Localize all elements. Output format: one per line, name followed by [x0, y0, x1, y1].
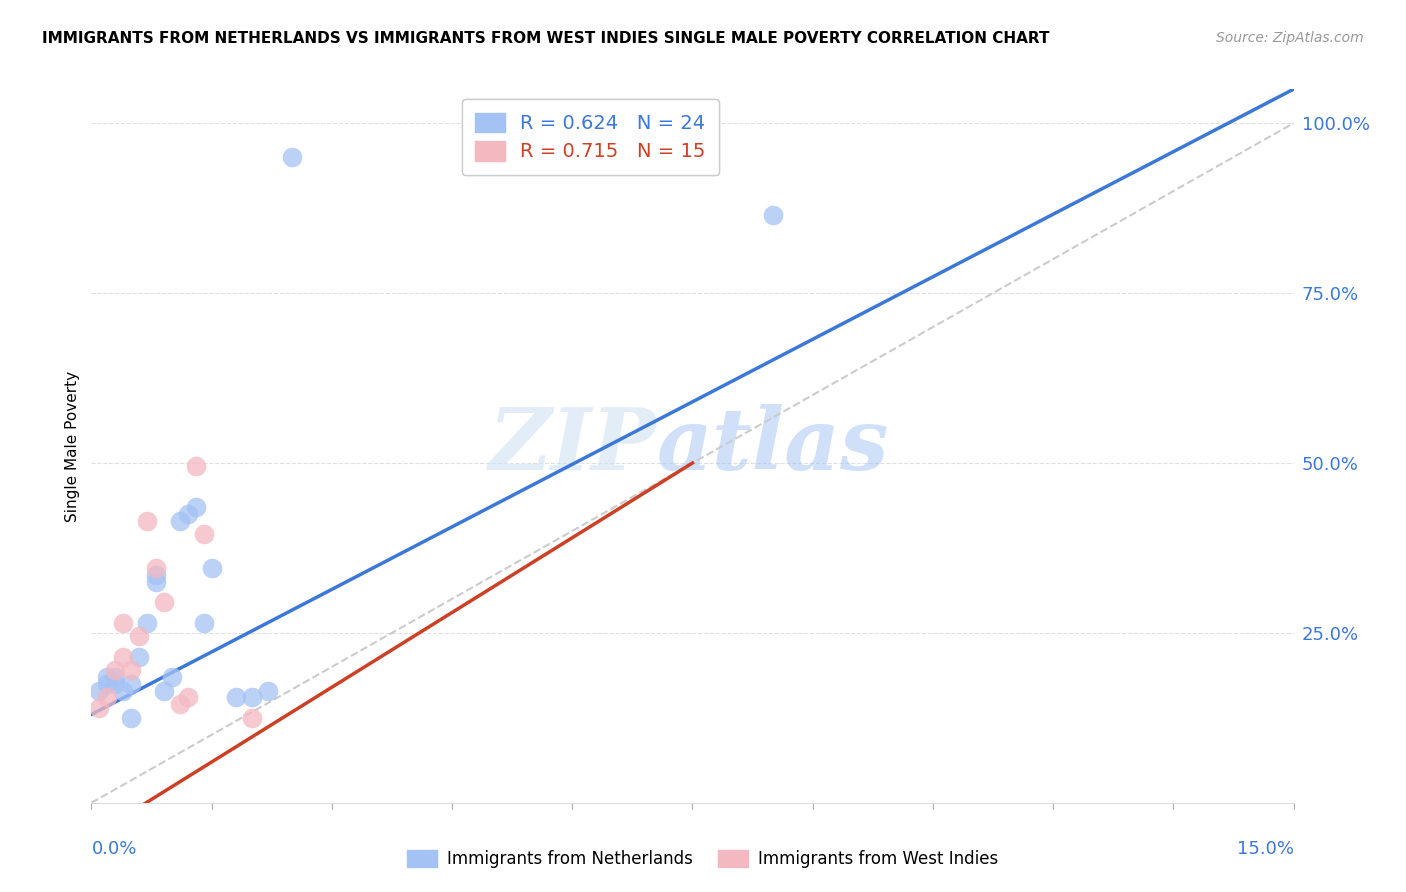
Point [184, 500, 207, 515]
Text: IMMIGRANTS FROM NETHERLANDS VS IMMIGRANTS FROM WEST INDIES SINGLE MALE POVERTY C: IMMIGRANTS FROM NETHERLANDS VS IMMIGRANT… [42, 31, 1050, 46]
Point [96, 670, 118, 684]
Point [89, 700, 111, 714]
Point [96, 677, 118, 691]
Point [240, 690, 263, 705]
Point [176, 507, 198, 521]
Point [201, 561, 224, 575]
Point [169, 514, 191, 528]
Point [152, 683, 174, 698]
Text: 15.0%: 15.0% [1236, 840, 1294, 858]
Y-axis label: Single Male Poverty: Single Male Poverty [65, 370, 80, 522]
Legend: R = 0.624   N = 24, R = 0.715   N = 15: R = 0.624 N = 24, R = 0.715 N = 15 [461, 99, 718, 175]
Point [152, 595, 174, 609]
Point [112, 649, 135, 664]
Point [762, 208, 785, 222]
Point [112, 615, 135, 630]
Point [121, 677, 143, 691]
Point [160, 670, 183, 684]
Point [225, 690, 247, 705]
Point [145, 568, 167, 582]
Point [184, 459, 207, 474]
Point [256, 683, 278, 698]
Point [169, 698, 191, 712]
Text: 0.0%: 0.0% [91, 840, 136, 858]
Point [121, 711, 143, 725]
Point [145, 561, 167, 575]
Point [128, 629, 150, 643]
Text: atlas: atlas [657, 404, 889, 488]
Point [193, 527, 215, 541]
Point [176, 690, 198, 705]
Legend: Immigrants from Netherlands, Immigrants from West Indies: Immigrants from Netherlands, Immigrants … [401, 843, 1005, 875]
Point [240, 711, 263, 725]
Point [193, 615, 215, 630]
Point [104, 670, 127, 684]
Point [145, 574, 167, 589]
Point [96, 690, 118, 705]
Point [136, 615, 159, 630]
Point [281, 150, 304, 164]
Point [121, 663, 143, 677]
Text: ZIP: ZIP [488, 404, 657, 488]
Text: Source: ZipAtlas.com: Source: ZipAtlas.com [1216, 31, 1364, 45]
Point [104, 677, 127, 691]
Point [104, 663, 127, 677]
Point [136, 514, 159, 528]
Point [128, 649, 150, 664]
Point [89, 683, 111, 698]
Point [112, 683, 135, 698]
